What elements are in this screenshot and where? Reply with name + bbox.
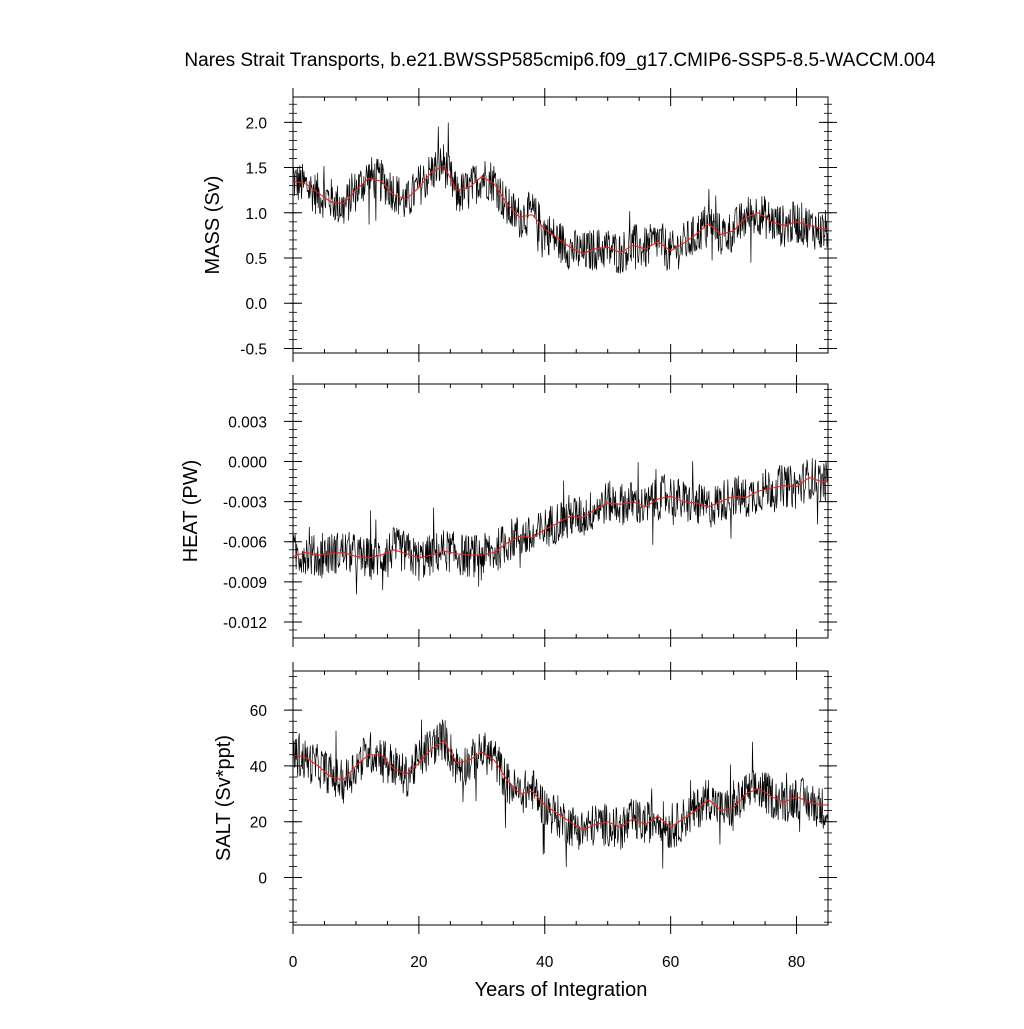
x-tick-label: 0: [289, 954, 298, 971]
panel-3: 0 20 40 60 SALT (Sv*ppt): [213, 662, 837, 934]
y-axis-label: MASS (Sv): [202, 176, 224, 275]
x-tick-label: 20: [410, 954, 428, 971]
y-tick-label: 1.0: [245, 206, 267, 223]
x-tick-label: 60: [662, 954, 680, 971]
y-tick-label: 1.5: [245, 161, 267, 178]
y-tick-label: 60: [250, 703, 268, 720]
chart-title: Nares Strait Transports, b.e21.BWSSP585c…: [184, 50, 936, 71]
panel-frame: [292, 670, 829, 926]
y-tick-label: 20: [250, 815, 268, 832]
raw-series-line: [293, 458, 828, 595]
panel-2: -0.012 -0.009 -0.006 -0.003 0.000 0.003 HEAT (…: [180, 375, 837, 647]
y-tick-label: -0.003: [223, 495, 267, 512]
raw-series-line: [293, 719, 828, 869]
panel-frame: [292, 383, 829, 639]
y-tick-label: 0.003: [228, 414, 267, 431]
smooth-series-line: [293, 165, 828, 254]
y-tick-label: 2.0: [245, 115, 267, 132]
x-axis-label: Years of Integration: [475, 979, 648, 1001]
x-tick-label: 40: [536, 954, 554, 971]
y-axis-label: SALT (Sv*ppt): [213, 735, 235, 861]
y-axis-label: HEAT (PW): [180, 460, 202, 563]
panel-1: -0.5 0.0 0.5 1.0 1.5 2.0 MASS (Sv): [202, 88, 837, 362]
smooth-series-line: [293, 740, 828, 831]
x-tick-label: 80: [788, 954, 806, 971]
y-tick-label: 0.0: [245, 296, 267, 313]
panel-frame: [292, 96, 829, 354]
y-tick-label: -0.006: [223, 535, 267, 552]
y-tick-label: 0.5: [245, 251, 267, 268]
y-tick-label: -0.5: [240, 341, 267, 358]
y-tick-label: -0.012: [223, 615, 267, 632]
smooth-series-line: [293, 477, 828, 559]
y-tick-label: 0.000: [228, 455, 267, 472]
panels: -0.5 0.0 0.5 1.0 1.5 2.0 MASS (Sv) -0.012 -0.009…: [180, 88, 837, 971]
raw-series-line: [293, 122, 828, 274]
y-tick-label: 40: [250, 759, 268, 776]
y-tick-label: 0: [258, 871, 267, 888]
y-tick-label: -0.009: [223, 575, 267, 592]
